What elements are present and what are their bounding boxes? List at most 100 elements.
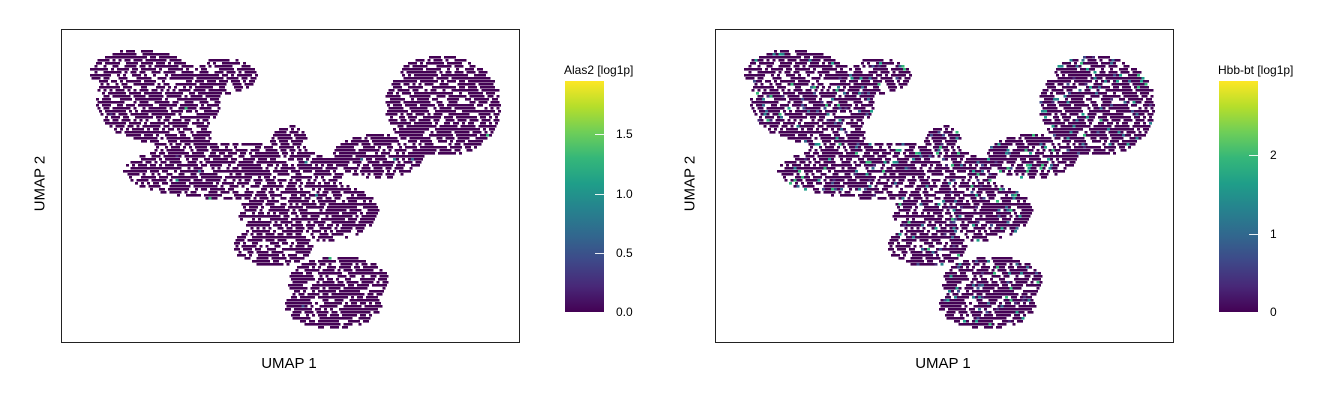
umap-hexbin: [474, 74, 477, 77]
umap-hexbin: [298, 209, 302, 212]
umap-hexbin: [1137, 110, 1140, 113]
umap-hexbin: [297, 314, 300, 317]
umap-hexbin: [163, 107, 167, 110]
umap-hexbin: [354, 272, 357, 275]
umap-hexbin: [136, 131, 140, 134]
umap-hexbin: [352, 173, 356, 176]
umap-hexbin: [376, 167, 380, 170]
umap-hexbin: [840, 74, 843, 77]
umap-hexbin: [324, 272, 327, 275]
umap-hexbin: [1131, 104, 1134, 107]
umap-hexbin: [876, 62, 879, 65]
umap-hexbin: [156, 122, 159, 125]
umap-hexbin: [330, 290, 333, 293]
umap-hexbin: [798, 86, 801, 89]
umap-hexbin: [372, 206, 375, 209]
umap-hexbin: [300, 164, 303, 167]
umap-hexbin: [241, 203, 245, 206]
umap-hexbin: [414, 164, 417, 167]
umap-hexbin: [270, 242, 273, 245]
umap-hexbin: [268, 185, 272, 188]
umap-hexbin: [802, 83, 806, 86]
umap-hexbin: [301, 131, 305, 134]
umap-hexbin: [1065, 86, 1068, 89]
umap-hexbin: [142, 179, 146, 182]
umap-hexbin: [240, 194, 243, 197]
umap-hexbin: [370, 161, 374, 164]
umap-hexbin: [304, 149, 308, 152]
umap-hexbin: [222, 158, 225, 161]
umap-hexbin: [112, 101, 116, 104]
umap-hexbin: [270, 188, 273, 191]
umap-hexbin: [325, 293, 329, 296]
umap-hexbin: [897, 62, 900, 65]
umap-hexbin: [171, 140, 174, 143]
umap-hexbin: [171, 134, 174, 137]
umap-hexbin: [378, 140, 381, 143]
umap-hexbin: [462, 80, 465, 83]
umap-hexbin: [214, 197, 218, 200]
umap-hexbin: [759, 110, 762, 113]
umap-hexbin: [478, 71, 482, 74]
umap-hexbin: [121, 125, 125, 128]
umap-hexbin: [783, 110, 786, 113]
umap-hexbin: [271, 233, 275, 236]
umap-hexbin: [261, 200, 264, 203]
umap-hexbin: [330, 230, 333, 233]
umap-hexbin: [189, 170, 192, 173]
umap-hexbin: [193, 137, 197, 140]
umap-hexbin: [370, 149, 374, 152]
umap-hexbin: [837, 98, 840, 101]
umap-hexbin: [1086, 74, 1089, 77]
umap-hexbin: [1056, 98, 1059, 101]
umap-hexbin: [363, 218, 366, 221]
umap-hexbin: [277, 251, 281, 254]
umap-hexbin: [261, 170, 264, 173]
umap-hexbin: [243, 248, 246, 251]
umap-hexbin: [300, 212, 303, 215]
umap-hexbin: [1074, 104, 1077, 107]
umap-hexbin: [868, 95, 872, 98]
umap-hexbin: [352, 167, 356, 170]
umap-hexbin: [1101, 80, 1104, 83]
umap-hexbin: [447, 62, 450, 65]
umap-hexbin: [408, 140, 411, 143]
umap-hexbin: [340, 173, 344, 176]
umap-hexbin: [336, 164, 339, 167]
umap-hexbin: [237, 182, 240, 185]
umap-hexbin: [456, 74, 459, 77]
umap-hexbin: [418, 95, 422, 98]
umap-hexbin: [415, 65, 419, 68]
umap-hexbin: [321, 236, 324, 239]
umap-hexbin: [844, 77, 848, 80]
umap-hexbin: [180, 176, 183, 179]
umap-hexbin: [315, 218, 318, 221]
umap-hexbin: [324, 230, 327, 233]
umap-hexbin: [166, 83, 170, 86]
umap-hexbin: [183, 116, 186, 119]
umap-hexbin: [265, 263, 269, 266]
umap-hexbin: [1084, 83, 1088, 86]
umap-hexbin: [103, 89, 107, 92]
umap-hexbin: [1104, 56, 1107, 59]
umap-hexbin: [325, 173, 329, 176]
umap-hexbin: [147, 98, 150, 101]
umap-hexbin: [174, 56, 177, 59]
umap-hexbin: [316, 173, 320, 176]
umap-hexbin: [249, 74, 252, 77]
umap-hexbin: [360, 284, 363, 287]
umap-hexbin: [441, 62, 444, 65]
umap-hexbin: [211, 161, 215, 164]
umap-hexbin: [114, 110, 117, 113]
umap-hexbin: [142, 167, 146, 170]
umap-hexbin: [133, 167, 137, 170]
umap-hexbin: [175, 137, 179, 140]
umap-hexbin: [180, 92, 183, 95]
umap-hexbin: [343, 191, 347, 194]
umap-hexbin: [1101, 68, 1104, 71]
umap-hexbin: [294, 188, 297, 191]
umap-hexbin: [1116, 110, 1119, 113]
umap-hexbin: [294, 212, 297, 215]
umap-hexbin: [217, 59, 221, 62]
umap-hexbin: [394, 95, 398, 98]
